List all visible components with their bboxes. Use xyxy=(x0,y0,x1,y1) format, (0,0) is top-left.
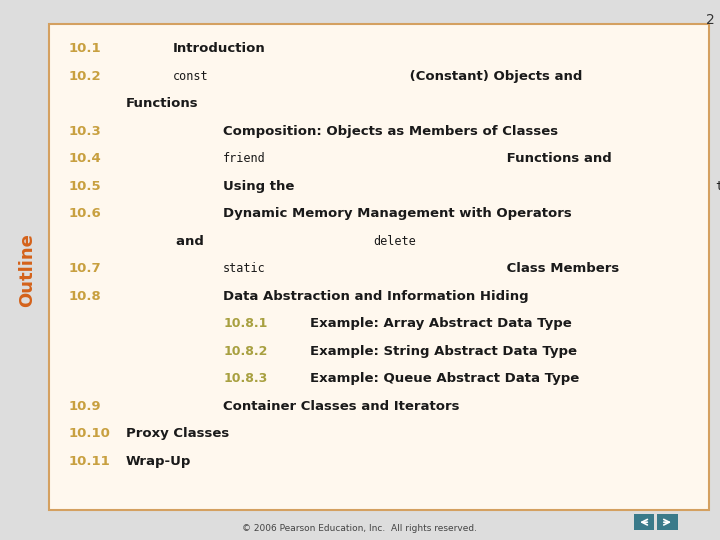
FancyBboxPatch shape xyxy=(49,24,709,510)
FancyBboxPatch shape xyxy=(634,514,654,530)
Text: Outline: Outline xyxy=(19,233,36,307)
Text: Dynamic Memory Management with Operators: Dynamic Memory Management with Operators xyxy=(223,207,577,220)
Text: Container Classes and Iterators: Container Classes and Iterators xyxy=(223,400,459,413)
Text: Wrap-Up: Wrap-Up xyxy=(126,455,192,468)
Text: 10.3: 10.3 xyxy=(68,125,101,138)
Text: 10.4: 10.4 xyxy=(68,152,101,165)
Text: 10.1: 10.1 xyxy=(68,42,101,56)
Text: Introduction: Introduction xyxy=(173,42,266,56)
Text: 2: 2 xyxy=(706,14,715,28)
Text: delete: delete xyxy=(374,235,416,248)
Text: 10.8.1: 10.8.1 xyxy=(223,318,268,330)
Text: 10.10: 10.10 xyxy=(68,428,110,441)
Text: and: and xyxy=(176,235,209,248)
Text: Functions: Functions xyxy=(126,97,199,110)
Text: © 2006 Pearson Education, Inc.  All rights reserved.: © 2006 Pearson Education, Inc. All right… xyxy=(243,524,477,532)
Text: friend: friend xyxy=(223,152,266,165)
Text: 10.8: 10.8 xyxy=(68,290,101,303)
Text: 10.11: 10.11 xyxy=(68,455,110,468)
Text: Proxy Classes: Proxy Classes xyxy=(126,428,229,441)
Text: Composition: Objects as Members of Classes: Composition: Objects as Members of Class… xyxy=(223,125,558,138)
FancyBboxPatch shape xyxy=(657,514,678,530)
Text: (Constant) Objects and: (Constant) Objects and xyxy=(405,70,588,83)
Text: 10.9: 10.9 xyxy=(68,400,101,413)
Text: 10.5: 10.5 xyxy=(68,180,101,193)
Text: Data Abstraction and Information Hiding: Data Abstraction and Information Hiding xyxy=(223,290,528,303)
Text: Example: String Abstract Data Type: Example: String Abstract Data Type xyxy=(310,345,577,358)
Text: Example: Queue Abstract Data Type: Example: Queue Abstract Data Type xyxy=(310,373,579,386)
Text: 10.8.3: 10.8.3 xyxy=(223,373,267,386)
Text: const: const xyxy=(173,70,208,83)
Text: this: this xyxy=(716,180,720,193)
Text: 10.7: 10.7 xyxy=(68,262,101,275)
Text: Using the: Using the xyxy=(223,180,300,193)
Text: static: static xyxy=(223,262,266,275)
Text: Class Members: Class Members xyxy=(503,262,619,275)
Text: 10.8.2: 10.8.2 xyxy=(223,345,268,358)
Text: 10.6: 10.6 xyxy=(68,207,101,220)
Text: Example: Array Abstract Data Type: Example: Array Abstract Data Type xyxy=(310,318,572,330)
Text: 10.2: 10.2 xyxy=(68,70,101,83)
Text: Functions and: Functions and xyxy=(503,152,616,165)
